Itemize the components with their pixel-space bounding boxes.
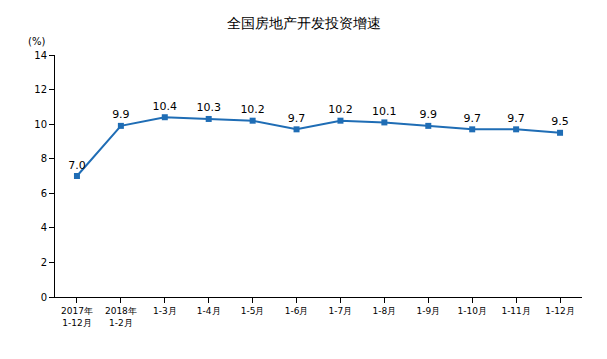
svg-text:1-3月: 1-3月 (153, 306, 177, 316)
svg-text:全国房地产开发投资增速: 全国房地产开发投资增速 (227, 15, 381, 31)
svg-text:9.7: 9.7 (288, 112, 306, 125)
svg-text:4: 4 (41, 222, 47, 233)
svg-text:1-4月: 1-4月 (197, 306, 221, 316)
svg-text:(%): (%) (28, 36, 45, 47)
svg-text:9.7: 9.7 (463, 112, 481, 125)
svg-text:1-6月: 1-6月 (285, 306, 309, 316)
svg-text:2017年1-12月: 2017年1-12月 (61, 306, 93, 328)
svg-text:1-11月: 1-11月 (501, 306, 530, 316)
svg-text:10.2: 10.2 (240, 103, 265, 116)
svg-text:1-8月: 1-8月 (373, 306, 397, 316)
svg-text:1-5月: 1-5月 (241, 306, 265, 316)
svg-text:1-9月: 1-9月 (416, 306, 440, 316)
svg-text:2: 2 (41, 257, 47, 268)
svg-text:8: 8 (41, 153, 47, 164)
svg-text:9.9: 9.9 (112, 108, 130, 121)
svg-text:10.2: 10.2 (328, 103, 353, 116)
svg-text:2018年1-2月: 2018年1-2月 (105, 306, 137, 328)
svg-text:7.0: 7.0 (68, 159, 86, 172)
svg-text:1-12月: 1-12月 (545, 306, 574, 316)
svg-text:10.4: 10.4 (153, 100, 178, 113)
svg-text:10.3: 10.3 (196, 101, 221, 114)
svg-text:0: 0 (41, 292, 47, 303)
svg-text:9.7: 9.7 (507, 112, 525, 125)
svg-text:10.1: 10.1 (372, 105, 397, 118)
svg-text:12: 12 (34, 84, 47, 95)
svg-text:9.5: 9.5 (551, 115, 569, 128)
svg-text:10: 10 (34, 119, 47, 130)
svg-text:6: 6 (41, 188, 47, 199)
svg-text:9.9: 9.9 (420, 108, 438, 121)
svg-text:14: 14 (34, 50, 47, 61)
svg-text:1-7月: 1-7月 (329, 306, 353, 316)
svg-text:1-10月: 1-10月 (457, 306, 486, 316)
